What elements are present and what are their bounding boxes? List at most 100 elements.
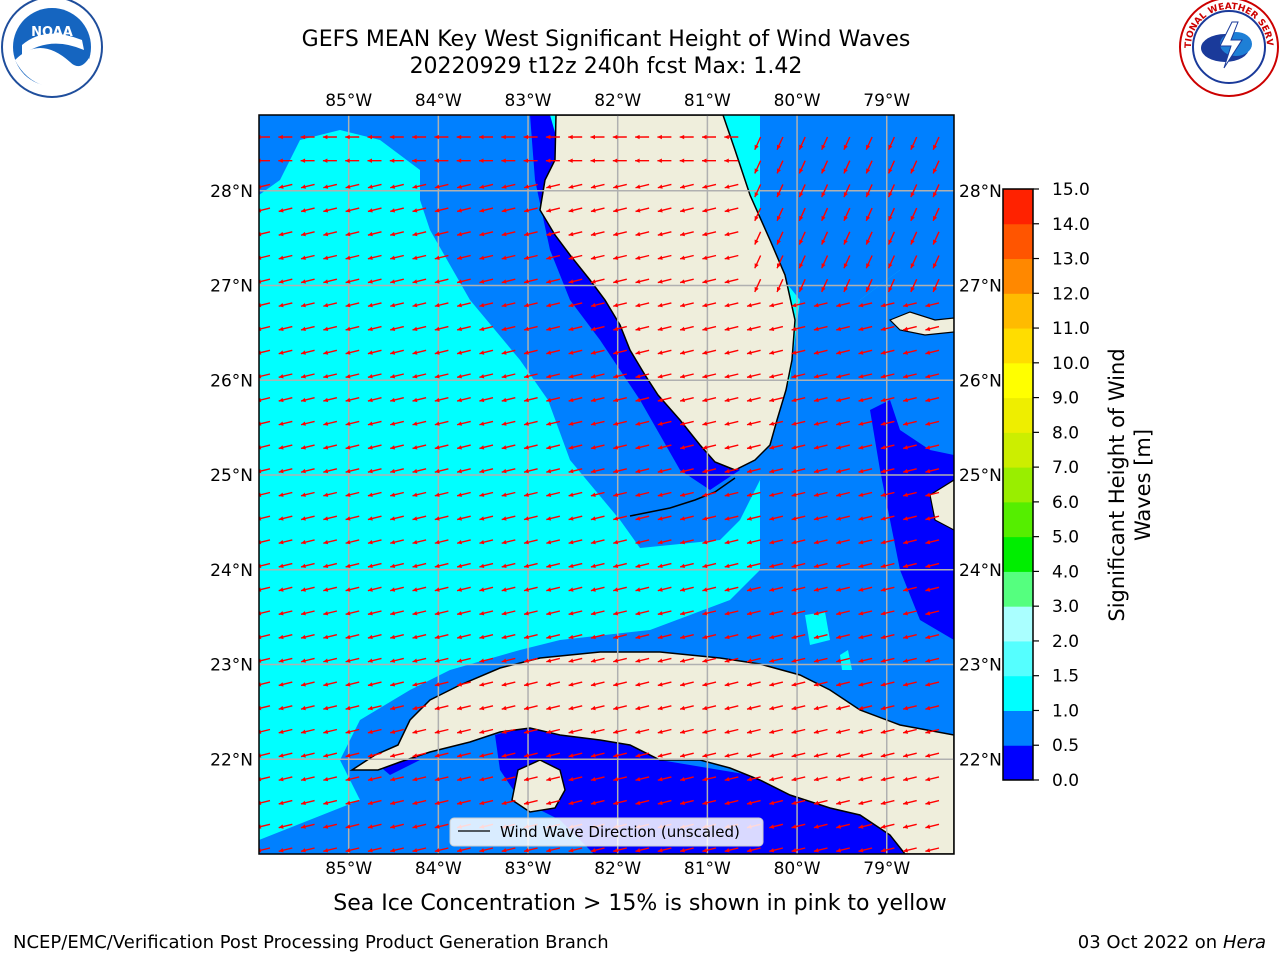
wave-arrowhead — [345, 634, 351, 640]
wave-arrowhead — [479, 134, 484, 140]
wave-arrowhead — [903, 753, 909, 758]
wave-arrowhead — [635, 279, 641, 284]
wave-arrowhead — [568, 326, 574, 332]
wave-arrowhead — [858, 516, 864, 521]
wave-arrowhead — [613, 658, 619, 663]
wave-arrowhead — [590, 350, 596, 355]
wave-arrowhead — [568, 350, 574, 355]
wave-arrowhead — [345, 397, 351, 403]
colorbar-tick-label: 1.0 — [1052, 701, 1079, 721]
wave-arrowhead — [323, 184, 329, 189]
colorbar-swatch — [1003, 189, 1033, 225]
wave-arrowhead — [524, 492, 529, 497]
wave-arrowhead — [323, 705, 329, 711]
wave-arrowhead — [724, 777, 730, 782]
wave-arrowhead — [702, 134, 707, 140]
wave-arrowhead — [546, 303, 552, 308]
wave-arrowhead — [813, 563, 819, 569]
colorbar-tick-label: 8.0 — [1052, 423, 1079, 443]
wave-arrowhead — [568, 705, 574, 711]
wave-arrowhead — [301, 777, 306, 782]
wave-arrowhead — [680, 492, 686, 497]
wave-arrowhead — [657, 231, 663, 237]
wave-arrowhead — [747, 634, 752, 640]
wave-arrowhead — [799, 168, 804, 174]
wave-arrowhead — [524, 729, 529, 734]
wave-arrowhead — [345, 279, 351, 284]
wave-arrow — [259, 183, 271, 188]
colorbar-tick-label: 9.0 — [1052, 389, 1079, 409]
lon-tick-bottom: 83°W — [505, 859, 552, 879]
wave-arrowhead — [524, 350, 529, 355]
wave-arrowhead — [791, 468, 797, 474]
wave-arrowhead — [412, 208, 418, 213]
wave-arrowhead — [568, 800, 574, 806]
wave-arrowhead — [903, 563, 909, 569]
wave-arrowhead — [501, 682, 507, 687]
wave-arrowhead — [546, 445, 552, 450]
wave-arrowhead — [479, 231, 485, 237]
colorbar-swatch — [1003, 745, 1033, 781]
wave-arrowhead — [434, 492, 440, 497]
colorbar-tick-label: 0.0 — [1052, 771, 1079, 791]
wave-arrowhead — [747, 516, 752, 521]
wave-arrowhead — [457, 658, 463, 663]
wave-arrowhead — [813, 682, 819, 687]
wave-arrowhead — [367, 587, 373, 592]
colorbar-tick-label: 1.5 — [1052, 667, 1079, 687]
wave-arrowhead — [434, 634, 440, 640]
wave-arrowhead — [702, 468, 708, 474]
wave-arrowhead — [457, 374, 463, 379]
wave-arrowhead — [724, 158, 729, 163]
wave-arrowhead — [702, 303, 708, 308]
wave-arrowhead — [434, 468, 440, 474]
wave-arrowhead — [434, 350, 440, 355]
wave-arrowhead — [524, 421, 529, 426]
wave-arrowhead — [367, 158, 373, 163]
wave-arrowhead — [323, 634, 329, 640]
wave-arrowhead — [680, 350, 686, 355]
wave-arrowhead — [390, 705, 396, 711]
wave-arrowhead — [412, 231, 418, 237]
wave-arrowhead — [880, 658, 886, 663]
wave-arrowhead — [903, 777, 909, 782]
wave-arrowhead — [799, 286, 804, 292]
wave-arrowhead — [546, 184, 552, 189]
wave-arrowhead — [301, 729, 306, 734]
wave-arrowhead — [635, 587, 641, 592]
wave-arrowhead — [747, 421, 752, 426]
wave-arrowhead — [323, 729, 329, 734]
wave-arrowhead — [813, 658, 819, 663]
wave-arrowhead — [524, 231, 529, 237]
wave-arrowhead — [301, 848, 306, 853]
wave-arrowhead — [367, 729, 373, 734]
wave-arrowhead — [791, 658, 797, 663]
wave-arrowhead — [434, 255, 440, 260]
colorbar-tick-label: 3.0 — [1052, 597, 1079, 617]
wave-arrowhead — [933, 168, 938, 174]
wave-arrowhead — [278, 397, 284, 403]
wave-arrow — [259, 823, 271, 828]
wave-arrowhead — [301, 682, 306, 687]
wave-arrowhead — [657, 279, 663, 284]
wave-arrowhead — [836, 682, 842, 687]
wave-arrow — [259, 278, 271, 283]
wave-arrowhead — [858, 421, 864, 426]
wave-arrowhead — [769, 824, 775, 829]
wave-arrowhead — [301, 468, 306, 474]
wave-arrowhead — [866, 215, 871, 221]
wave-arrowhead — [769, 800, 775, 806]
wave-arrowhead — [390, 729, 396, 734]
wave-arrowhead — [903, 445, 909, 450]
wave-arrowhead — [680, 658, 686, 663]
wave-arrowhead — [836, 445, 842, 450]
wave-arrowhead — [858, 445, 864, 450]
wave-arrowhead — [680, 445, 686, 450]
wave-arrowhead — [836, 800, 842, 806]
wave-arrowhead — [724, 303, 730, 308]
wave-arrowhead — [278, 445, 284, 450]
wave-arrowhead — [858, 374, 864, 379]
wave-arrowhead — [323, 397, 329, 403]
wave-arrowhead — [412, 397, 418, 403]
wave-arrowhead — [680, 848, 686, 853]
